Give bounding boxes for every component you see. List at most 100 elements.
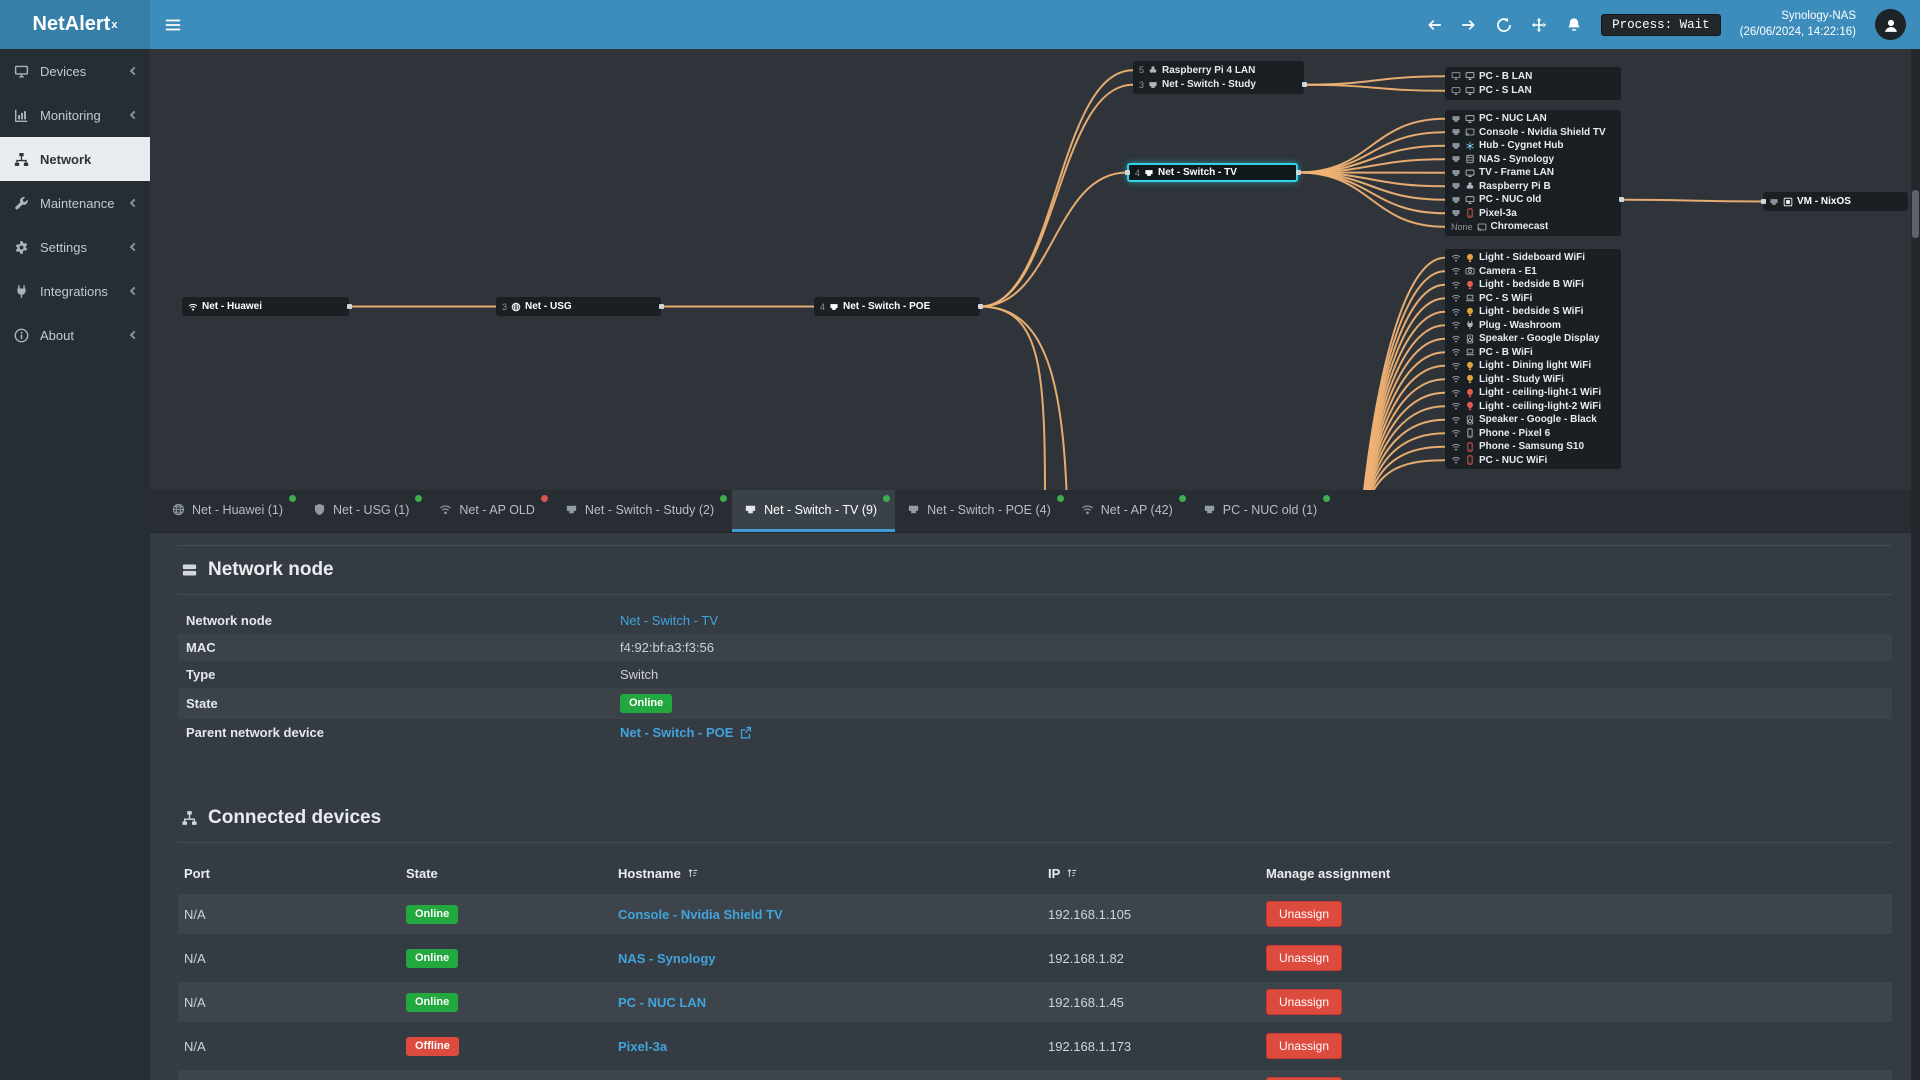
topology-node-vm-nixos[interactable]: VM - NixOS (1763, 192, 1908, 211)
topology-device-speaker-google-black[interactable]: Speaker - Google - Black (1445, 413, 1621, 427)
topology-device-light-ceiling-light-2-wifi[interactable]: Light - ceiling-light-2 WiFi (1445, 400, 1621, 414)
app-logo[interactable]: NetAlert x (0, 0, 150, 49)
unassign-button[interactable]: Unassign (1266, 1077, 1343, 1080)
topology-device-light-bedside-s-wifi[interactable]: Light - bedside S WiFi (1445, 305, 1621, 319)
sidebar-item-settings[interactable]: Settings (0, 225, 150, 269)
notifications-icon[interactable] (1566, 17, 1582, 33)
tab-label: Net - Switch - Study (2) (584, 502, 715, 517)
unassign-button[interactable]: Unassign (1266, 989, 1343, 1016)
sidebar-item-integrations[interactable]: Integrations (0, 269, 150, 313)
topology-device-light-ceiling-light-1-wifi[interactable]: Light - ceiling-light-1 WiFi (1445, 386, 1621, 400)
topology-device-phone-samsung-s10[interactable]: Phone - Samsung S10 (1445, 440, 1621, 454)
sidebar-item-network[interactable]: Network (0, 137, 150, 181)
external-link-icon[interactable] (739, 726, 752, 739)
node-label: VM - NixOS (1797, 196, 1851, 207)
topology-device-console-nvidia-shield-tv[interactable]: Console - Nvidia Shield TV (1445, 126, 1621, 140)
topology-device-light-dining-light-wifi[interactable]: Light - Dining light WiFi (1445, 359, 1621, 373)
topology-node-net-switch-poe[interactable]: 4 Net - Switch - POE (814, 297, 980, 316)
topology-device-pc-b-lan[interactable]: PC - B LAN (1445, 69, 1621, 84)
unassign-button[interactable]: Unassign (1266, 945, 1343, 972)
host-name: Synology-NAS (1781, 9, 1856, 22)
network-node-section-title: Network node (178, 546, 1892, 595)
tab-net-ap-42[interactable]: Net - AP (42) (1069, 490, 1191, 532)
phone-icon (1465, 442, 1475, 452)
topology-device-light-bedside-b-wifi[interactable]: Light - bedside B WiFi (1445, 278, 1621, 292)
sidebar-item-devices[interactable]: Devices (0, 49, 150, 93)
hostname-link[interactable]: PC - NUC LAN (618, 994, 707, 1010)
tab-label: Net - Huawei (1) (192, 502, 283, 517)
tab-net-switch-tv-9[interactable]: Net - Switch - TV (9) (732, 490, 896, 532)
state-badge: Offline (406, 1036, 459, 1057)
topology-device-raspberry-pi-4-lan[interactable]: 5 Raspberry Pi 4 LAN (1133, 63, 1304, 78)
forward-icon[interactable] (1461, 17, 1477, 33)
topology-device-pc-nuc-wifi[interactable]: PC - NUC WiFi (1445, 454, 1621, 468)
parent-node-link[interactable]: Net - Switch - POE (620, 725, 734, 741)
field-label: MAC (186, 640, 216, 655)
ip-cell: 192.168.1.82 (1048, 950, 1124, 966)
device-label: Phone - Samsung S10 (1479, 441, 1585, 453)
move-icon[interactable] (1531, 17, 1547, 33)
topology-device-pc-nuc-old[interactable]: PC - NUC old (1445, 193, 1621, 207)
topology-device-pc-s-lan[interactable]: PC - S LAN (1445, 84, 1621, 99)
topology-node-net-usg[interactable]: 3 Net - USG (496, 297, 661, 316)
sidebar-item-maintenance[interactable]: Maintenance (0, 181, 150, 225)
topology-node-net-huawei[interactable]: Net - Huawei (182, 297, 349, 316)
topology-device-hub-cygnet-hub[interactable]: Hub - Cygnet Hub (1445, 139, 1621, 153)
status-dot (1323, 495, 1331, 502)
node-link[interactable]: Net - Switch - TV (620, 613, 719, 628)
topology-device-pc-b-wifi[interactable]: PC - B WiFi (1445, 346, 1621, 360)
user-avatar[interactable] (1875, 9, 1906, 40)
page-scrollbar[interactable] (1911, 49, 1920, 1080)
column-header-hostname[interactable]: Hostname (612, 857, 1042, 890)
topology-device-camera-e1[interactable]: Camera - E1 (1445, 265, 1621, 279)
hostname-link[interactable]: NAS - Synology (618, 950, 716, 966)
tab-pc-nuc-old-1[interactable]: PC - NUC old (1) (1191, 490, 1335, 532)
sort-icon[interactable] (687, 867, 699, 879)
topology-device-speaker-google-display[interactable]: Speaker - Google Display (1445, 332, 1621, 346)
tab-net-switch-poe-4[interactable]: Net - Switch - POE (4) (895, 490, 1069, 532)
port-cell: N/A (178, 1070, 400, 1080)
topology-device-net-switch-study[interactable]: 3 Net - Switch - Study (1133, 78, 1304, 93)
hostname-link[interactable]: Console - Nvidia Shield TV (618, 906, 783, 922)
topology-device-tv-frame-lan[interactable]: TV - Frame LAN (1445, 166, 1621, 180)
back-icon[interactable] (1426, 17, 1442, 33)
sidebar-item-monitoring[interactable]: Monitoring (0, 93, 150, 137)
hostname-link[interactable]: Pixel-3a (618, 1038, 668, 1054)
sidebar-item-about[interactable]: About (0, 313, 150, 357)
tab-net-ap-old[interactable]: Net - AP OLD (427, 490, 553, 532)
action-cell: Unassign (1260, 938, 1892, 978)
field-row-type: Type Switch (178, 661, 1892, 688)
unassign-button[interactable]: Unassign (1266, 901, 1343, 928)
tab-net-switch-study-2[interactable]: Net - Switch - Study (2) (553, 490, 732, 532)
wifi-icon (1451, 320, 1461, 330)
topology-device-pixel-3a[interactable]: Pixel-3a (1445, 207, 1621, 221)
port-label: 5 (1139, 65, 1145, 76)
device-label: Chromecast (1490, 221, 1549, 233)
column-header-ip[interactable]: IP (1042, 857, 1260, 890)
topology-device-chromecast[interactable]: None Chromecast (1445, 220, 1621, 234)
scrollbar-thumb[interactable] (1912, 190, 1919, 238)
tab-net-huawei-1[interactable]: Net - Huawei (1) (160, 490, 301, 532)
topology-device-raspberry-pi-b[interactable]: Raspberry Pi B (1445, 180, 1621, 194)
topology-node-net-switch-tv[interactable]: 4 Net - Switch - TV (1127, 163, 1298, 182)
topology-device-light-sideboard-wifi[interactable]: Light - Sideboard WiFi (1445, 251, 1621, 265)
topology-device-pc-nuc-lan[interactable]: PC - NUC LAN (1445, 112, 1621, 126)
desktop-icon (1451, 71, 1461, 81)
status-dot (415, 495, 423, 502)
sort-icon[interactable] (1066, 867, 1078, 879)
topology-device-phone-pixel-6[interactable]: Phone - Pixel 6 (1445, 427, 1621, 441)
topology-device-light-study-wifi[interactable]: Light - Study WiFi (1445, 373, 1621, 387)
refresh-icon[interactable] (1496, 17, 1512, 33)
hamburger-icon (165, 17, 181, 33)
tab-net-usg-1[interactable]: Net - USG (1) (301, 490, 427, 532)
topology-device-nas-synology[interactable]: NAS - Synology (1445, 153, 1621, 167)
eth-icon (1769, 197, 1779, 207)
topology-device-plug-washroom[interactable]: Plug - Washroom (1445, 319, 1621, 333)
unassign-button[interactable]: Unassign (1266, 1033, 1343, 1060)
node-label: Net - Huawei (202, 301, 263, 312)
port-label: 3 (1139, 79, 1145, 90)
topology-device-pc-s-wifi[interactable]: PC - S WiFi (1445, 292, 1621, 306)
vm-icon (1783, 197, 1793, 207)
sidebar-toggle-button[interactable] (150, 0, 196, 49)
chart-icon (13, 108, 30, 123)
